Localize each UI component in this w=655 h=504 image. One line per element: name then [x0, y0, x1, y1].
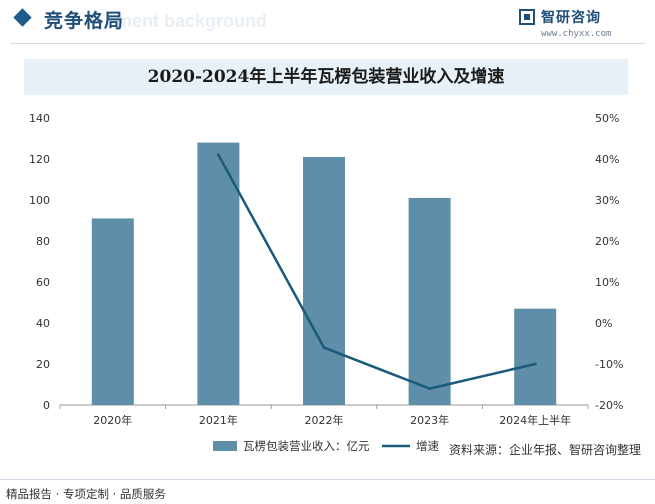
- logo-name: 智研咨询: [541, 10, 601, 26]
- x-tick-label: 2020年: [93, 413, 132, 427]
- bar: [408, 197, 451, 405]
- y-right-tick-label: 50%: [595, 112, 619, 125]
- y-left-tick-label: 40: [36, 317, 50, 330]
- growth-point: [322, 346, 326, 350]
- y-right-tick-label: 20%: [595, 235, 619, 248]
- header-divider: [10, 43, 645, 44]
- legend-bar-label: 瓦楞包装营业收入：亿元: [243, 439, 370, 453]
- y-left-tick-label: 0: [43, 399, 50, 412]
- y-left-tick-label: 100: [29, 194, 50, 207]
- legend-bar-swatch: [213, 441, 237, 451]
- chart: 0 20 40 60 80 100 120 140 -20% -10% 0% 10% 20% 30% 40%…: [29, 112, 623, 453]
- footer-tagline: 精品报告 · 专项定制 · 品质服务: [6, 487, 166, 501]
- section-title: 竞争格局: [44, 10, 125, 32]
- y-right-tick-label: 0%: [595, 317, 612, 330]
- legend-line-label: 增速: [416, 439, 439, 453]
- y-left-tick-label: 20: [36, 358, 50, 371]
- footer-divider: [0, 479, 655, 480]
- x-tick-label: 2023年: [410, 413, 449, 427]
- logo-url: www.chyxx.com: [541, 29, 612, 39]
- chart-title-bar: 2020-2024年上半年瓦楞包装营业收入及增速: [24, 59, 628, 95]
- growth-point: [533, 362, 537, 366]
- y-right-tick-label: 30%: [595, 194, 619, 207]
- logo-icon: [519, 9, 535, 25]
- y-right-tick-label: -10%: [595, 358, 623, 371]
- logo: 智研咨询 www.chyxx.com: [519, 4, 639, 44]
- y-right-tick-label: 10%: [595, 276, 619, 289]
- growth-point: [216, 153, 220, 157]
- y-left-tick-label: 140: [29, 112, 50, 125]
- bar: [303, 156, 345, 405]
- y-right-tick-label: 40%: [595, 153, 619, 166]
- growth-point: [428, 387, 432, 391]
- chart-title: 2020-2024年上半年瓦楞包装营业收入及增速: [147, 67, 505, 87]
- growth-line: [217, 154, 536, 390]
- x-tick-label: 2022年: [305, 413, 344, 427]
- header-watermark: ment background: [116, 11, 268, 31]
- header: ment background 竞争格局 智研咨询 www.chyxx.com: [0, 0, 655, 44]
- x-tick-label: 2021年: [199, 413, 238, 427]
- x-tick-label: 2024年上半年: [499, 413, 571, 427]
- bar: [514, 308, 557, 405]
- y-left-tick-label: 120: [29, 153, 50, 166]
- bar: [197, 142, 240, 405]
- y-left-tick-label: 80: [36, 235, 50, 248]
- source-note: 资料来源：企业年报、智研咨询整理: [448, 443, 641, 457]
- y-left-tick-label: 60: [36, 276, 50, 289]
- y-right-tick-label: -20%: [595, 399, 623, 412]
- bar: [91, 218, 134, 405]
